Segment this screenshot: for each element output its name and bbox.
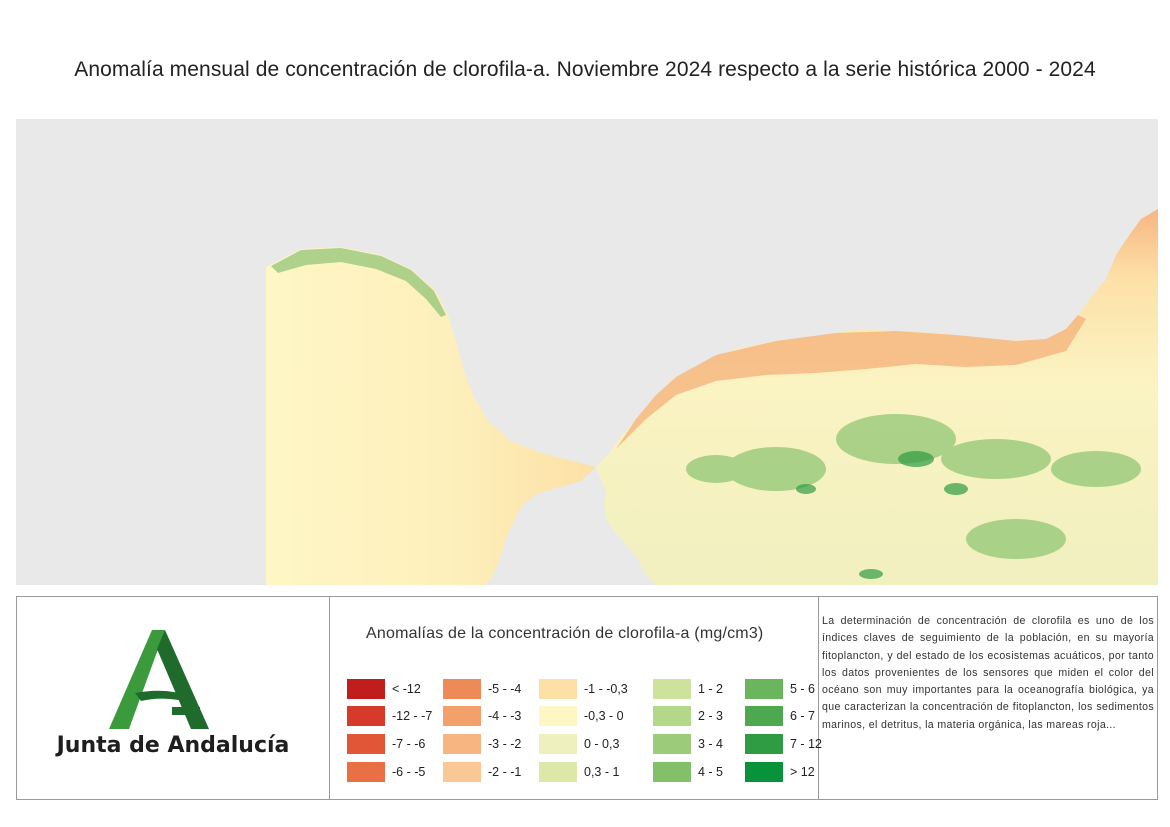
logo-area: Junta de Andalucía <box>17 597 330 799</box>
legend-swatch <box>745 734 783 754</box>
legend: Anomalías de la concentración de clorofi… <box>330 597 822 799</box>
legend-item: -3 - -2 <box>443 734 521 754</box>
legend-label: -4 - -3 <box>488 709 522 723</box>
legend-item: -12 - -7 <box>347 706 432 726</box>
legend-swatch <box>539 734 577 754</box>
legend-item: < -12 <box>347 679 421 699</box>
legend-swatch <box>347 706 385 726</box>
legend-swatch <box>443 706 481 726</box>
legend-item: -7 - -6 <box>347 734 425 754</box>
legend-label: -0,3 - 0 <box>584 709 624 723</box>
legend-item: -2 - -1 <box>443 762 521 782</box>
legend-item: > 12 <box>745 762 815 782</box>
legend-swatch <box>347 679 385 699</box>
legend-item: 7 - 12 <box>745 734 822 754</box>
legend-label: 4 - 5 <box>698 765 724 779</box>
mediterranean-sea-area <box>596 209 1158 585</box>
map-svg <box>16 119 1158 585</box>
legend-label: -2 - -1 <box>488 765 522 779</box>
page-title: Anomalía mensual de concentración de clo… <box>74 58 1096 81</box>
legend-swatch <box>745 679 783 699</box>
legend-item: 4 - 5 <box>653 762 723 782</box>
legend-swatch <box>745 762 783 782</box>
green-patches <box>686 414 1141 559</box>
legend-label: -3 - -2 <box>488 737 522 751</box>
legend-title: Anomalías de la concentración de clorofi… <box>366 625 764 642</box>
legend-label: 6 - 7 <box>790 709 816 723</box>
legend-label: 7 - 12 <box>790 737 822 751</box>
green-patches-dark <box>796 451 968 579</box>
legend-swatch <box>539 679 577 699</box>
legend-swatch <box>745 706 783 726</box>
legend-item: 2 - 3 <box>653 706 723 726</box>
legend-label: -5 - -4 <box>488 682 522 696</box>
legend-label: -6 - -5 <box>392 765 426 779</box>
coastal-positive-anomaly <box>271 248 446 317</box>
legend-item: 0,3 - 1 <box>539 762 619 782</box>
legend-label: 3 - 4 <box>698 737 724 751</box>
legend-item: -1 - -0,3 <box>539 679 628 699</box>
coastal-negative-anomaly <box>616 315 1086 449</box>
legend-swatch <box>443 679 481 699</box>
junta-logo-icon <box>109 630 209 729</box>
legend-item: 5 - 6 <box>745 679 815 699</box>
legend-label: 1 - 2 <box>698 682 724 696</box>
legend-label: > 12 <box>790 765 815 779</box>
legend-label: 0,3 - 1 <box>584 765 620 779</box>
legend-item: 6 - 7 <box>745 706 815 726</box>
legend-item: 3 - 4 <box>653 734 723 754</box>
legend-item: -4 - -3 <box>443 706 521 726</box>
atlantic-sea-area <box>266 247 596 585</box>
legend-swatch <box>653 734 691 754</box>
legend-swatch <box>443 762 481 782</box>
legend-label: 5 - 6 <box>790 682 816 696</box>
legend-item: 1 - 2 <box>653 679 723 699</box>
anomaly-map[interactable] <box>16 119 1158 585</box>
legend-swatch <box>347 734 385 754</box>
logo-text: Junta de Andalucía <box>56 733 290 758</box>
legend-label: -7 - -6 <box>392 737 426 751</box>
legend-label: < -12 <box>392 682 421 696</box>
info-panel: Junta de Andalucía Anomalías de la conce… <box>16 596 1158 800</box>
legend-label: 0 - 0,3 <box>584 737 620 751</box>
legend-label: -12 - -7 <box>392 709 433 723</box>
legend-swatch <box>539 706 577 726</box>
legend-item: -5 - -4 <box>443 679 521 699</box>
legend-swatch <box>653 706 691 726</box>
legend-label: 2 - 3 <box>698 709 724 723</box>
legend-label: -1 - -0,3 <box>584 682 628 696</box>
legend-item: 0 - 0,3 <box>539 734 619 754</box>
legend-item: -6 - -5 <box>347 762 425 782</box>
legend-swatch <box>443 734 481 754</box>
legend-item: -0,3 - 0 <box>539 706 624 726</box>
legend-swatch <box>347 762 385 782</box>
legend-swatch <box>653 762 691 782</box>
description-text: La determinación de concentración de clo… <box>822 615 1154 731</box>
legend-swatch <box>539 762 577 782</box>
legend-swatch <box>653 679 691 699</box>
